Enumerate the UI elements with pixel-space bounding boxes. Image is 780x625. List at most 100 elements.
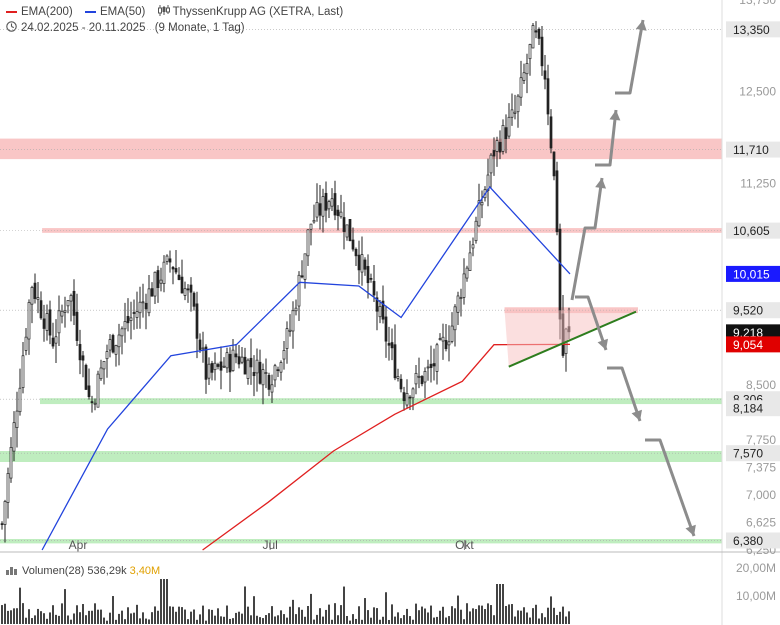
volume-label: Volumen(28) 536,29k 3,40M <box>22 565 160 577</box>
legend-ema50[interactable]: EMA(50) <box>84 6 149 18</box>
candle-body <box>84 364 88 390</box>
volume-bar <box>271 606 273 624</box>
y-tick-label: 12,500 <box>739 85 776 99</box>
volume-bar <box>442 606 444 624</box>
candle-body <box>339 211 343 218</box>
volume-bar <box>175 611 177 624</box>
candle-body <box>513 111 517 114</box>
value-badge <box>726 400 780 417</box>
candle-body <box>138 301 142 314</box>
candle-body <box>531 25 535 49</box>
volume-bar <box>160 579 162 624</box>
volume-bar <box>187 619 189 624</box>
candle-body <box>309 223 313 230</box>
volume-bar <box>73 613 75 624</box>
volume-bar <box>235 612 237 624</box>
volume-bar <box>460 609 462 624</box>
volume-bar <box>475 609 477 624</box>
candle-body <box>369 278 373 280</box>
candle-body <box>519 77 523 98</box>
candle-body <box>348 219 352 242</box>
ema200-line <box>202 343 571 551</box>
volume-bar <box>100 609 102 624</box>
candle-body <box>54 336 58 344</box>
candle-body <box>330 198 334 207</box>
volume-bar <box>10 610 12 624</box>
volume-bar <box>337 615 339 624</box>
volume-bar <box>151 612 153 624</box>
volume-bar <box>208 609 210 624</box>
volume-bar <box>43 613 45 624</box>
legend-instrument[interactable]: ThyssenKrupp AG (XETRA, Last) <box>157 5 344 18</box>
candle-body <box>33 282 37 299</box>
volume-bar <box>382 616 384 624</box>
candle-body <box>354 249 358 257</box>
candle-body <box>447 341 451 346</box>
volume-bar <box>358 606 360 624</box>
volume-bar <box>4 603 6 624</box>
candle-body <box>177 274 181 280</box>
volume-bar <box>415 603 417 624</box>
level-badge <box>726 532 780 549</box>
volume-bar <box>244 586 246 624</box>
volume-bar <box>205 620 207 624</box>
candle-body <box>291 310 295 332</box>
candle-body <box>306 229 310 257</box>
candle-body <box>318 203 322 216</box>
candle-body <box>0 523 4 526</box>
volume-bar <box>22 603 24 624</box>
range-row: 24.02.2025 - 20.11.2025 (9 Monate, 1 Tag… <box>6 20 343 36</box>
candle-body <box>540 36 544 67</box>
candle-body <box>303 253 307 280</box>
candle-body <box>219 361 223 371</box>
volume-bar <box>562 606 564 624</box>
candle-body <box>123 321 127 330</box>
candle-body <box>75 311 79 341</box>
candle-body <box>69 295 73 302</box>
ema200-label: EMA(200) <box>21 6 73 18</box>
volume-bar <box>490 605 492 624</box>
volume-bar <box>499 584 501 624</box>
candle-body <box>501 125 505 152</box>
legend-ema200[interactable]: EMA(200) <box>6 6 76 18</box>
volume-bar <box>70 619 72 624</box>
candle-body <box>48 309 52 336</box>
value-badge-label: 8,184 <box>733 402 763 416</box>
candle-body <box>549 116 553 149</box>
volume-bar <box>487 603 489 624</box>
volume-bar <box>286 617 288 624</box>
value-badge-label: 9,218 <box>733 326 763 340</box>
candle-body <box>492 150 496 157</box>
volume-bar <box>370 617 372 624</box>
candle-body <box>333 193 337 216</box>
candle-body <box>312 219 316 223</box>
volume-bar <box>418 610 420 624</box>
volume-bar <box>283 614 285 624</box>
volume-bar <box>445 617 447 624</box>
volume-icon-bar <box>14 569 17 575</box>
candle-body <box>144 302 148 310</box>
volume-bar <box>502 584 504 624</box>
candle-body <box>15 410 19 428</box>
volume-bar <box>493 615 495 624</box>
arrow-head <box>635 20 647 31</box>
candle-body <box>534 30 538 33</box>
volume-bar <box>448 616 450 624</box>
volume-bar <box>181 607 183 624</box>
candle-body <box>192 292 196 307</box>
candle-body <box>114 345 118 355</box>
candle-body <box>378 306 382 318</box>
candle-body <box>156 270 160 289</box>
volume-bar <box>106 620 108 624</box>
candle-body <box>528 44 532 60</box>
candle-body <box>444 340 448 350</box>
candle-body <box>258 361 262 384</box>
volume-bar <box>508 604 510 624</box>
scenario-arrow <box>570 177 604 301</box>
instrument-name: ThyssenKrupp AG (XETRA, Last) <box>172 6 344 18</box>
clock-icon <box>6 21 17 32</box>
volume-bar <box>280 610 282 624</box>
level-label: 7,570 <box>733 447 763 461</box>
volume-bar <box>130 613 132 624</box>
